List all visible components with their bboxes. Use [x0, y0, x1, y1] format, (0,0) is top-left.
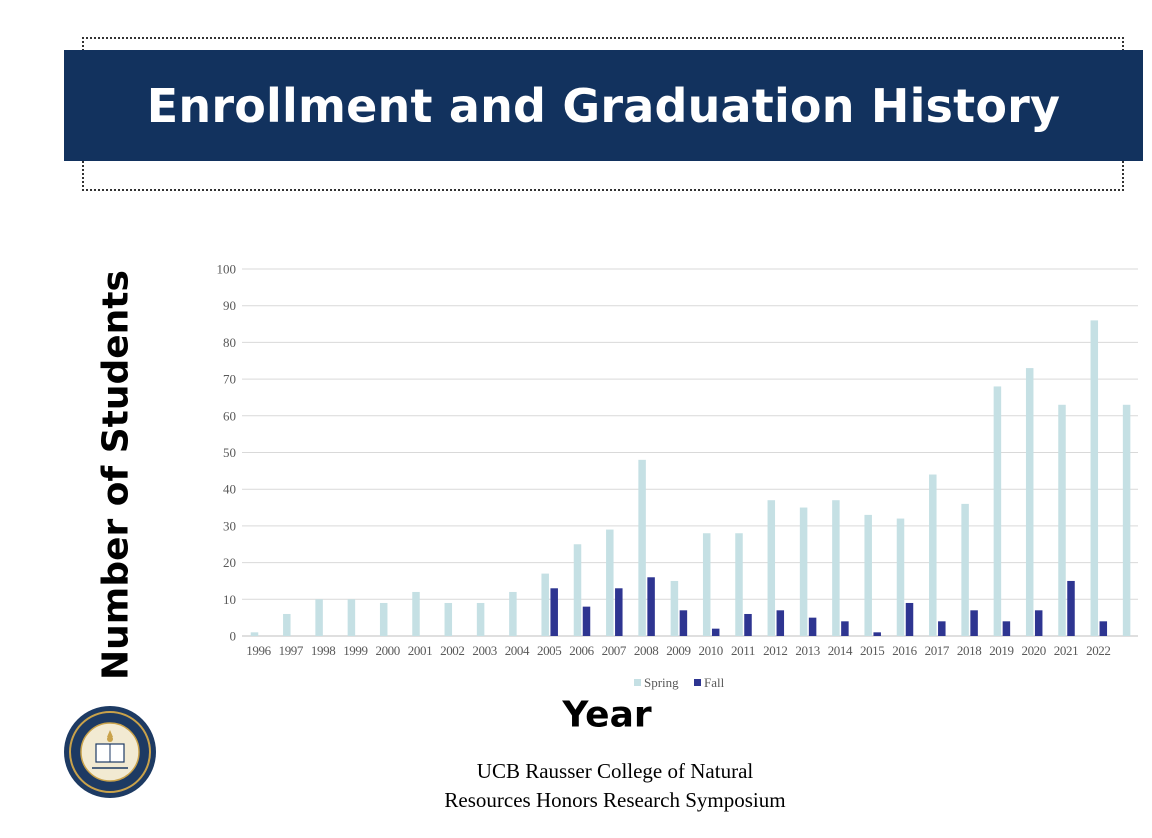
x-tick-label: 2008 [634, 643, 658, 658]
legend-label-spring: Spring [644, 675, 679, 690]
footer-line-2: Resources Honors Research Symposium [444, 788, 786, 812]
y-tick-label: 40 [223, 482, 236, 497]
x-tick-label: 2022 [1086, 643, 1110, 658]
bar-fall [615, 588, 623, 636]
bar-spring [702, 533, 711, 636]
bar-spring [347, 599, 356, 636]
bar-spring [541, 573, 549, 636]
bar-spring [250, 632, 259, 636]
x-tick-label: 2011 [731, 643, 755, 658]
x-tick-label: 2020 [1021, 643, 1045, 658]
bar-fall [744, 613, 752, 636]
bar-spring [1090, 320, 1099, 636]
bar-spring [476, 602, 485, 636]
x-tick-label: 2019 [989, 643, 1013, 658]
bar-fall [679, 610, 688, 636]
y-tick-label: 20 [223, 555, 236, 570]
bar-spring [1122, 404, 1131, 636]
x-tick-label: 2003 [472, 643, 496, 658]
x-tick-label: 2009 [666, 643, 690, 658]
x-tick-label: 2013 [795, 643, 819, 658]
bar-fall [841, 621, 849, 636]
bar-fall [711, 628, 720, 636]
bar-spring [670, 580, 679, 636]
title-banner: Enrollment and Graduation History [64, 50, 1143, 161]
x-tick-label: 2000 [375, 643, 399, 658]
bar-spring [509, 591, 517, 636]
footer-caption: UCB Rausser College of Natural Resources… [444, 757, 785, 815]
y-tick-label: 50 [223, 445, 236, 460]
legend-label-fall: Fall [704, 675, 725, 690]
bar-spring [767, 500, 776, 636]
x-tick-label: 2001 [408, 643, 432, 658]
x-tick-label: 2005 [537, 643, 561, 658]
bar-fall [647, 577, 655, 636]
university-seal-logo [64, 706, 156, 798]
bar-spring [315, 599, 323, 636]
bar-spring [896, 518, 905, 636]
bar-spring [993, 386, 1002, 636]
x-tick-label: 1998 [311, 643, 335, 658]
bar-fall [1067, 580, 1075, 636]
x-tick-label: 2021 [1054, 643, 1078, 658]
bar-fall [1034, 610, 1043, 636]
bar-spring [961, 503, 969, 636]
bar-fall [582, 606, 591, 636]
x-tick-label: 1996 [246, 643, 271, 658]
bar-spring [1025, 368, 1034, 636]
x-tick-label: 2006 [569, 643, 594, 658]
x-tick-label: 1999 [343, 643, 367, 658]
x-tick-label: 2010 [698, 643, 722, 658]
bar-fall [970, 610, 978, 636]
bar-fall [873, 632, 881, 636]
bar-spring [864, 514, 872, 636]
bar-spring [638, 459, 646, 636]
bar-spring [832, 500, 840, 636]
y-tick-label: 60 [223, 408, 236, 423]
bar-fall [550, 588, 558, 636]
y-tick-label: 90 [223, 298, 236, 313]
bar-spring [1058, 404, 1066, 636]
bar-spring [799, 507, 808, 636]
bar-spring [929, 474, 937, 636]
x-tick-label: 2017 [925, 643, 950, 658]
x-tick-label: 2018 [957, 643, 981, 658]
x-tick-label: 2016 [892, 643, 917, 658]
bar-fall [905, 602, 914, 636]
bar-fall [1099, 621, 1108, 636]
x-tick-label: 2015 [860, 643, 884, 658]
bar-fall [776, 610, 785, 636]
x-tick-label: 2007 [602, 643, 627, 658]
bar-spring [573, 544, 582, 636]
x-tick-label: 2014 [828, 643, 853, 658]
y-tick-label: 70 [223, 372, 236, 387]
bar-spring [412, 591, 420, 636]
legend-swatch-spring [634, 679, 641, 686]
x-tick-label: 2004 [505, 643, 530, 658]
bar-spring [444, 602, 453, 636]
bar-fall [808, 617, 817, 636]
x-tick-label: 2012 [763, 643, 787, 658]
slide-title: Enrollment and Graduation History [146, 78, 1061, 133]
bar-spring [379, 602, 388, 636]
x-axis-title: Year [562, 694, 652, 736]
y-tick-label: 0 [230, 629, 237, 644]
y-tick-label: 80 [223, 335, 236, 350]
y-tick-label: 30 [223, 518, 236, 533]
y-tick-label: 100 [217, 262, 237, 277]
x-tick-label: 2002 [440, 643, 464, 658]
footer-line-1: UCB Rausser College of Natural [476, 759, 754, 783]
bar-spring [735, 533, 743, 636]
bar-fall [1002, 621, 1011, 636]
bar-spring [283, 613, 291, 636]
x-tick-label: 1997 [279, 643, 304, 658]
legend-swatch-fall [694, 679, 701, 686]
y-tick-label: 10 [223, 592, 236, 607]
bar-fall [938, 621, 946, 636]
bar-spring [606, 529, 614, 636]
